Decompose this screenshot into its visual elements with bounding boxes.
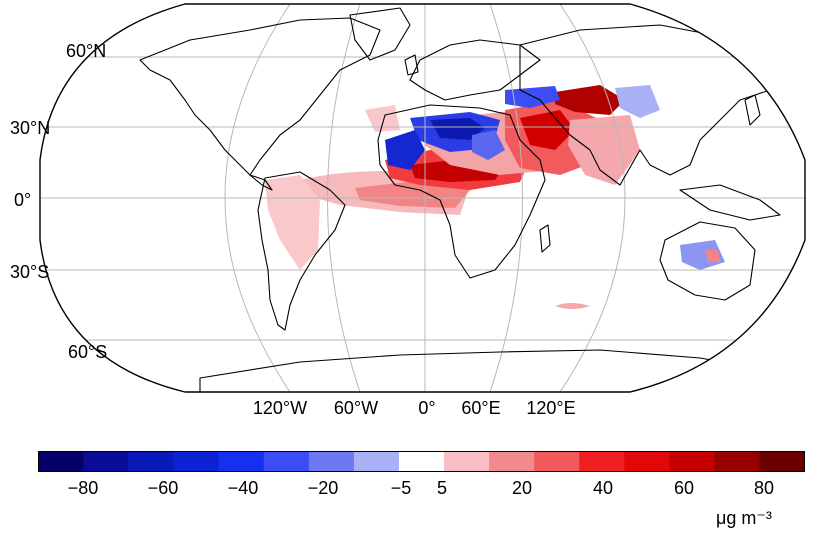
colorbar-tick-m5: −5 <box>390 478 412 498</box>
colorbar-swatch <box>534 451 580 472</box>
lat-label-60s: 60°S <box>68 342 108 362</box>
colorbar-swatch <box>669 451 715 472</box>
anomaly-central-asia <box>615 85 660 118</box>
anomaly-west-sahara-coast <box>385 130 425 170</box>
colorbar-swatch <box>83 451 129 472</box>
globe-outline <box>39 3 806 393</box>
colorbar-tick-m20: −20 <box>307 478 339 498</box>
gridline-lon-60e <box>489 4 523 392</box>
anomaly-australia-east <box>705 250 720 262</box>
colorbar-units: μg m⁻³ <box>716 508 772 528</box>
lat-label-30n: 30°N <box>10 118 51 138</box>
colorbar-swatch <box>579 451 625 472</box>
colorbar-swatch <box>444 451 490 472</box>
coast-north-america <box>139 17 381 176</box>
anomaly-southern-indian-ocean <box>555 303 590 309</box>
colorbar-tick-m40: −40 <box>227 478 259 498</box>
coast-europe <box>409 39 541 101</box>
colorbar-swatch <box>218 451 265 472</box>
colorbar-tick-p5: 5 <box>436 478 448 498</box>
anomaly-middle-east-north <box>505 86 560 108</box>
colorbar-tick-m60: −60 <box>147 478 179 498</box>
lat-label-30s: 30°S <box>10 262 50 282</box>
anomaly-australia-interior <box>680 240 725 270</box>
colorbar-swatch <box>38 451 84 472</box>
colorbar-swatch <box>624 451 670 472</box>
anomaly-sahara-core <box>430 118 485 140</box>
graticule <box>40 4 805 392</box>
coast-madagascar <box>539 224 551 253</box>
colorbar-tick-p80: 80 <box>753 478 775 498</box>
colorbar-swatch <box>759 451 805 472</box>
colorbar-tick-m80: −80 <box>67 478 99 498</box>
colorbar-border <box>38 451 805 472</box>
coast-antarctica <box>199 349 781 392</box>
anomaly-atlantic-midlat <box>365 105 400 132</box>
anomaly-field <box>265 85 725 309</box>
gridline-lon-60w <box>327 4 361 392</box>
colorbar-swatch <box>353 451 400 472</box>
colorbar-swatch <box>263 451 310 472</box>
lon-label-120e: 120°E <box>526 398 576 418</box>
coast-africa <box>377 104 546 279</box>
lon-label-0: 0° <box>418 398 436 418</box>
gridline-lon-120e <box>559 4 626 392</box>
coast-greenland <box>349 7 411 61</box>
anomaly-arabia-core <box>520 110 575 150</box>
coast-japan <box>744 94 761 126</box>
colorbar-swatch <box>128 451 174 472</box>
anomaly-middle-east-iran <box>555 85 625 115</box>
colorbar-tick-p20: 20 <box>511 478 533 498</box>
colorbar-swatch <box>308 451 355 472</box>
lon-label-120w: 120°W <box>252 398 308 418</box>
colorbar-swatch <box>398 451 445 472</box>
anomaly-nile-negative <box>472 130 505 160</box>
lon-label-60e: 60°E <box>461 398 501 418</box>
gridline-lon-120w <box>224 4 291 392</box>
colorbar-tick-p40: 40 <box>592 478 614 498</box>
coast-maritime-se-asia <box>679 184 781 221</box>
lon-label-60w: 60°W <box>333 398 379 418</box>
coast-central-america <box>249 174 273 191</box>
lat-label-60n: 60°N <box>66 41 107 61</box>
coastlines <box>139 7 796 392</box>
colorbar-tick-p60: 60 <box>673 478 695 498</box>
colorbar-swatch <box>489 451 535 472</box>
anomaly-india-pakistan <box>568 115 640 185</box>
coast-new-zealand <box>779 284 796 311</box>
coast-australia <box>659 221 756 301</box>
colorbar-swatch <box>714 451 760 472</box>
coast-uk <box>404 54 419 76</box>
colorbar <box>38 451 805 472</box>
lat-label-0: 0° <box>14 190 32 210</box>
coast-south-america <box>257 171 346 331</box>
colorbar-swatch <box>173 451 220 472</box>
anomaly-south-america-east <box>265 175 320 270</box>
world-map <box>39 3 806 393</box>
